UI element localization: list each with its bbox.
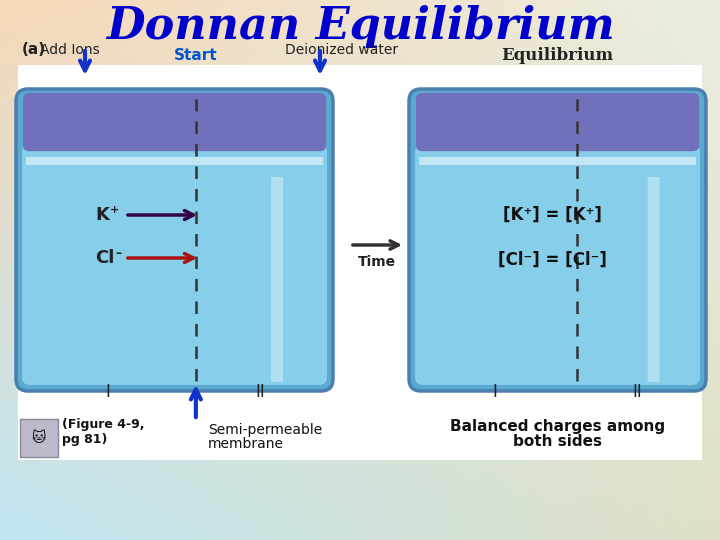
Text: Donnan Equilibrium: Donnan Equilibrium xyxy=(106,5,614,49)
Text: both sides: both sides xyxy=(513,435,602,449)
Text: +: + xyxy=(110,205,120,215)
FancyBboxPatch shape xyxy=(23,93,326,151)
Text: Balanced charges among: Balanced charges among xyxy=(450,420,665,435)
Text: –: – xyxy=(115,247,121,260)
FancyBboxPatch shape xyxy=(22,144,327,385)
Text: Time: Time xyxy=(358,255,396,269)
Text: [Cl⁻] = [Cl⁻]: [Cl⁻] = [Cl⁻] xyxy=(498,251,607,269)
Text: [K⁺] = [K⁺]: [K⁺] = [K⁺] xyxy=(503,206,602,224)
FancyBboxPatch shape xyxy=(18,65,702,460)
Text: I: I xyxy=(105,383,110,401)
Text: Semi-permeable: Semi-permeable xyxy=(208,423,322,437)
Text: 🐱: 🐱 xyxy=(32,431,46,445)
Text: I: I xyxy=(492,383,498,401)
FancyBboxPatch shape xyxy=(416,93,699,151)
Text: membrane: membrane xyxy=(208,437,284,451)
FancyBboxPatch shape xyxy=(16,89,333,391)
FancyBboxPatch shape xyxy=(271,177,283,382)
FancyBboxPatch shape xyxy=(20,419,58,457)
Text: Add Ions: Add Ions xyxy=(40,43,100,57)
Text: K: K xyxy=(95,206,109,224)
Text: Equilibrium: Equilibrium xyxy=(501,48,613,64)
FancyBboxPatch shape xyxy=(409,89,706,391)
Text: (a): (a) xyxy=(22,43,46,57)
Text: II: II xyxy=(255,383,265,401)
FancyBboxPatch shape xyxy=(419,157,696,165)
FancyBboxPatch shape xyxy=(26,157,323,165)
Text: Start: Start xyxy=(174,49,217,64)
FancyBboxPatch shape xyxy=(415,144,700,385)
FancyBboxPatch shape xyxy=(648,177,660,382)
Text: Deionized water: Deionized water xyxy=(285,43,398,57)
Text: Cl: Cl xyxy=(95,249,114,267)
Text: (Figure 4-9,
pg 81): (Figure 4-9, pg 81) xyxy=(62,418,145,446)
Text: II: II xyxy=(632,383,642,401)
